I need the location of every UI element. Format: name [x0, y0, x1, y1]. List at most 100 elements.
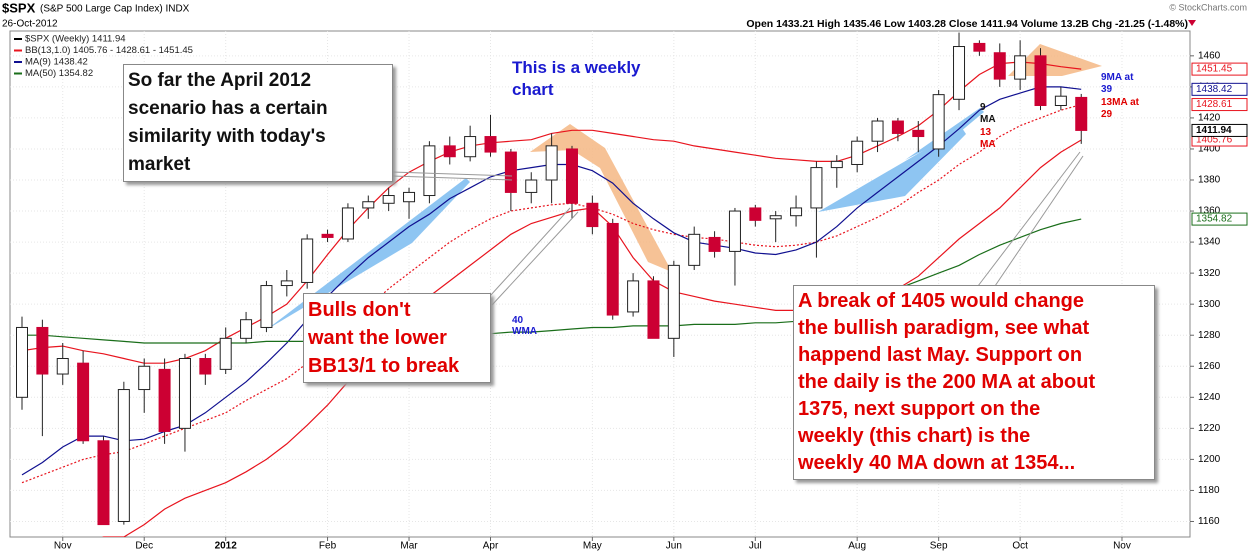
price-tag: [1191, 212, 1248, 226]
callouts: [391, 151, 1084, 306]
x-tick-label: Jul: [749, 541, 762, 552]
x-tick-label: Mar: [400, 541, 418, 552]
annotation-line: 13MA at: [1101, 97, 1139, 108]
indicator-line: [101, 139, 1082, 537]
y-tick-label: 1160: [1198, 516, 1220, 527]
chart-subtitle: (S&P 500 Large Cap Index) INDX: [40, 4, 190, 15]
price-tag: [1191, 123, 1248, 137]
candle-body: [1075, 96, 1088, 131]
orange-shape: [1008, 44, 1102, 76]
source: © StockCharts.com: [1169, 2, 1247, 12]
annotation: 13 MA: [980, 127, 996, 151]
annotation-line: MA: [980, 114, 996, 125]
y-tick-label: 1220: [1198, 423, 1221, 434]
candle-body: [606, 222, 619, 316]
annotation-line: 40: [512, 315, 524, 326]
annotation: A break of 1405 would change the bullish …: [793, 285, 1155, 480]
legend-label: $SPX (Weekly) 1411.94: [25, 34, 126, 45]
annotation-line: 9MA at: [1101, 72, 1134, 83]
price-tag-label: 1451.45: [1196, 64, 1233, 75]
annotation: So far the April 2012 scenario has a cert…: [123, 64, 393, 182]
candle-body: [341, 207, 354, 240]
candle-body: [403, 191, 416, 203]
candle-body: [586, 202, 599, 228]
candle-body: [382, 195, 395, 204]
price-tag: [1191, 82, 1248, 96]
price-tag-label: 1354.82: [1196, 214, 1233, 225]
candle-body: [321, 233, 334, 238]
x-tick-label: Oct: [1012, 541, 1028, 552]
candle-body: [627, 280, 640, 313]
x-tick-label: Nov: [1113, 541, 1131, 552]
callout-line: [977, 151, 1081, 287]
candle-body: [362, 201, 375, 209]
x-tick-label: May: [583, 541, 602, 552]
candle-body: [423, 145, 436, 197]
candle-body: [973, 42, 986, 52]
candle-body: [810, 167, 823, 209]
legend-label: MA(9) 1438.42: [25, 57, 88, 68]
candle-body: [138, 365, 151, 391]
annotation-line: similarity with today's: [128, 126, 326, 147]
candle-body: [891, 120, 904, 134]
candle-body: [728, 210, 741, 252]
candle-body: [993, 52, 1006, 80]
y-tick-label: 1340: [1198, 237, 1221, 248]
annotation-line: the daily is the 200 MA at about: [798, 371, 1096, 393]
candle-body: [36, 326, 49, 375]
legend-label: BB(13,1.0) 1405.76 - 1428.61 - 1451.45: [25, 45, 193, 56]
annotation-line: MA: [980, 139, 996, 150]
candle-body: [1054, 95, 1067, 107]
candle-body: [77, 362, 90, 442]
candle-body: [1014, 55, 1027, 80]
candle-body: [443, 145, 456, 158]
callout-line: [994, 155, 1084, 287]
annotation-line: 9: [980, 102, 986, 113]
annotation-line: 39: [1101, 84, 1113, 95]
legend-label: MA(50) 1354.82: [25, 68, 93, 79]
candle-body: [790, 207, 803, 217]
candle-body: [647, 280, 660, 339]
y-tick-label: 1420: [1198, 113, 1221, 124]
annotation-line: 29: [1101, 109, 1113, 120]
candle-body: [525, 179, 538, 193]
y-tick-label: 1380: [1198, 175, 1221, 186]
annotation: 9MA at 39: [1101, 72, 1133, 96]
candle-body: [260, 285, 273, 328]
candle-body: [851, 140, 864, 165]
annotation-line: weekly (this chart) is the: [798, 425, 1031, 447]
candle-body: [830, 160, 843, 169]
candle-body: [280, 280, 293, 287]
y-tick-label: 1460: [1198, 50, 1221, 61]
candle-body: [199, 358, 212, 375]
callout-line: [391, 171, 513, 177]
callout-line: [491, 211, 579, 306]
candle-body: [219, 337, 232, 370]
annotation-line: weekly 40 MA down at 1354...: [798, 452, 1076, 474]
candle-body: [56, 358, 69, 375]
indicator-line: [21, 61, 1082, 364]
y-tick-label: 1400: [1198, 144, 1221, 155]
annotation-line: chart: [512, 80, 554, 99]
chart-date: 26-Oct-2012: [2, 19, 58, 30]
x-tick-label: Sep: [930, 541, 948, 552]
candle-body: [932, 94, 945, 150]
y-tick-label: 1240: [1198, 392, 1221, 403]
x-tick-label: Feb: [319, 541, 337, 552]
annotation-line: 1375, next support on the: [798, 398, 1041, 420]
candle-body: [871, 120, 884, 142]
candle-body: [565, 148, 578, 204]
x-tick-label: Apr: [483, 541, 499, 552]
candle-body: [953, 46, 966, 100]
candle-body: [464, 136, 477, 158]
annotation: Bulls don't want the lower BB13/1 to break: [303, 293, 491, 383]
candle-body: [504, 151, 517, 193]
candle-body: [749, 207, 762, 221]
x-tick-label: 2012: [215, 541, 238, 552]
x-tick-label: Dec: [135, 541, 153, 552]
x-tick-label: Jun: [666, 541, 682, 552]
y-tick-label: 1280: [1198, 330, 1221, 341]
price-tag: [1191, 62, 1248, 76]
candle-body: [545, 145, 558, 181]
candle-body: [16, 326, 28, 398]
